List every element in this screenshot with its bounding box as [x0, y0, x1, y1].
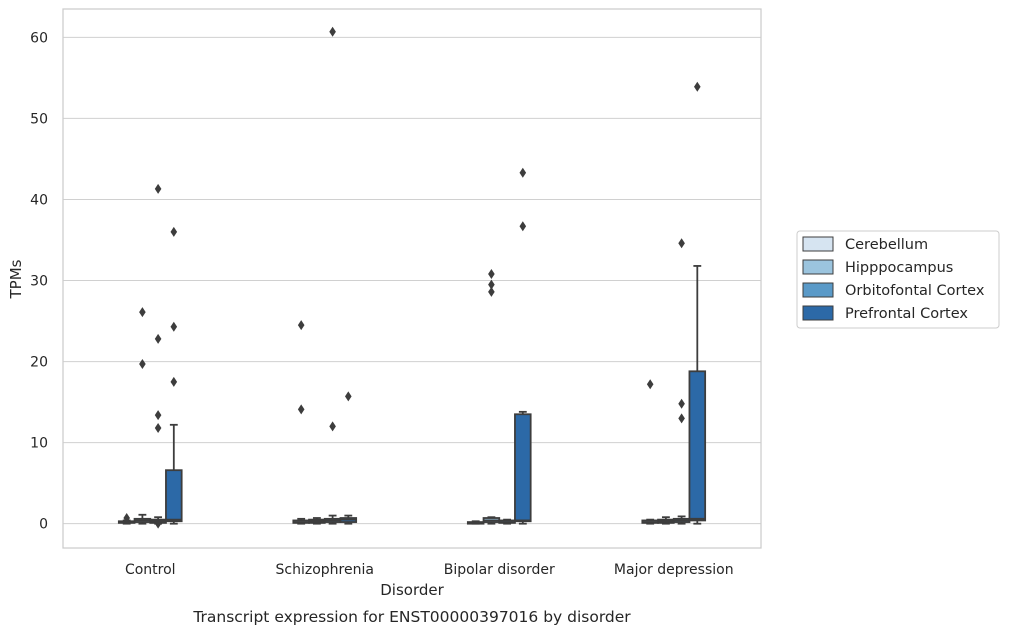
outlier-point — [154, 410, 162, 421]
outlier-point — [154, 423, 162, 434]
outlier-point — [154, 183, 162, 194]
y-tick-label: 50 — [30, 111, 48, 127]
legend-swatch — [802, 259, 834, 275]
outlier-point — [488, 269, 495, 280]
legend: Cerebellum Hipppocampus Orbitofontal Corte… — [796, 230, 1000, 329]
y-axis-title: TPMs — [7, 259, 25, 299]
y-tick-labels: 0 10 20 30 40 50 60 — [30, 30, 48, 532]
outlier-point — [139, 359, 146, 370]
legend-swatch — [802, 236, 834, 252]
outlier-point — [170, 321, 178, 332]
legend-label: Prefrontal Cortex — [845, 306, 968, 322]
outlier-point — [154, 333, 162, 344]
legend-swatch — [802, 282, 834, 298]
outlier-point — [678, 238, 685, 249]
outlier-point — [694, 81, 701, 92]
box-1-2 — [482, 269, 501, 525]
outlier-point — [329, 26, 336, 37]
outlier-point — [329, 421, 336, 432]
x-tick-label: Schizophrenia — [276, 562, 374, 578]
outlier-point — [297, 320, 305, 331]
outlier-point — [646, 379, 654, 390]
box-0-1 — [292, 320, 310, 525]
grid-lines — [63, 36, 761, 525]
x-tick-label: Bipolar disorder — [444, 562, 555, 578]
outlier-point — [488, 286, 495, 297]
box-0-0 — [117, 513, 136, 525]
x-tick-labels: Control Schizophrenia Bipolar disorder Majo… — [125, 562, 734, 578]
box-2-0 — [149, 183, 167, 529]
box-iqr — [514, 413, 532, 523]
outlier-point — [519, 167, 527, 178]
y-tick-label: 0 — [39, 517, 48, 533]
legend-label: Orbitofontal Cortex — [845, 283, 985, 299]
y-tick-label: 60 — [30, 30, 48, 46]
outlier-point — [678, 398, 685, 409]
y-tick-label: 40 — [30, 192, 48, 208]
box-2-2 — [498, 518, 516, 525]
boxes-layer — [117, 26, 707, 529]
legend-swatch — [802, 305, 834, 321]
legend-label: Hipppocampus — [845, 260, 953, 276]
legend-frame — [796, 230, 1000, 329]
box-3-1 — [339, 391, 358, 525]
x-tick-label: Major depression — [614, 562, 734, 578]
box-1-0 — [133, 307, 152, 525]
x-tick-label: Control — [125, 562, 176, 578]
y-tick-label: 10 — [30, 436, 48, 452]
y-tick-label: 20 — [30, 355, 48, 371]
outlier-point — [678, 413, 685, 424]
box-iqr — [165, 469, 183, 523]
outlier-point — [154, 518, 162, 529]
box-0-3 — [641, 379, 659, 525]
outlier-point — [488, 279, 495, 290]
figure-caption: Transcript expression for ENST0000039701… — [192, 608, 631, 626]
box-0-2 — [466, 520, 485, 525]
outlier-point — [123, 513, 130, 524]
outlier-point — [139, 307, 146, 318]
plot-frame — [62, 8, 762, 549]
legend-label: Cerebellum — [845, 237, 928, 253]
outlier-point — [519, 221, 527, 232]
y-tick-label: 30 — [30, 274, 48, 290]
x-axis-title: Disorder — [380, 581, 444, 599]
box-2-1 — [323, 26, 342, 525]
box-3-2 — [514, 167, 532, 525]
box-1-1 — [308, 517, 326, 525]
outlier-point — [297, 404, 305, 415]
outlier-point — [170, 226, 178, 237]
outlier-point — [345, 391, 352, 402]
box-iqr — [688, 370, 707, 522]
box-3-3 — [688, 81, 707, 525]
box-2-3 — [672, 238, 691, 525]
box-1-3 — [657, 516, 675, 525]
outlier-point — [170, 376, 178, 387]
box-3-0 — [165, 226, 183, 525]
